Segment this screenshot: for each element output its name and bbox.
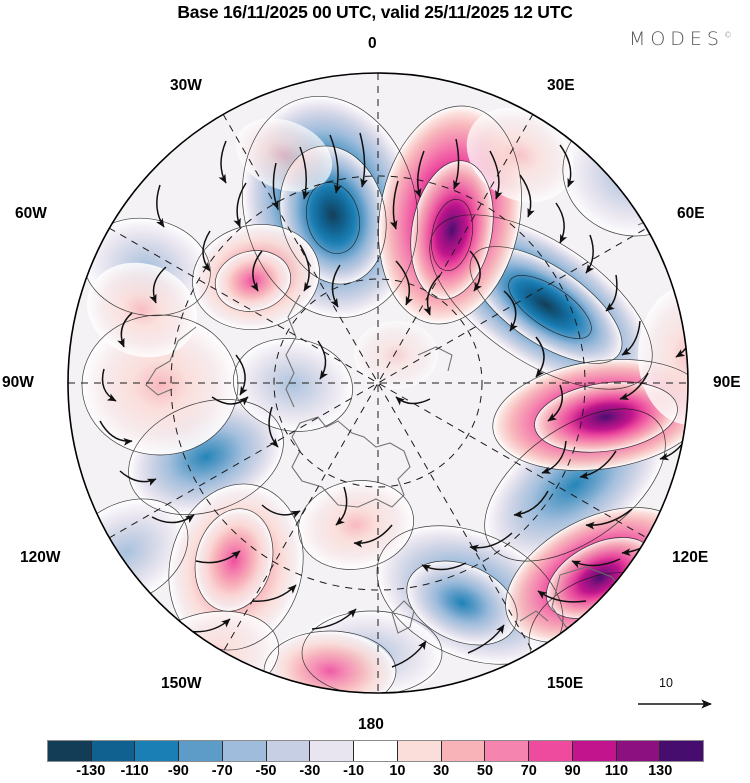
colorbar-cell-5 [266,741,311,761]
colorbar-cell-12 [572,741,617,761]
colorbar-tick-70: 70 [520,763,537,779]
colorbar-cell-14 [660,741,704,761]
lon-label-150w: 150W [161,675,202,692]
colorbar-cell-2 [135,741,180,761]
lon-label-180: 180 [358,716,384,733]
colorbar-cell-1 [91,741,136,761]
colorbar-cell-13 [616,741,661,761]
lon-label-30w: 30W [170,77,202,94]
colorbar-tick--50: -50 [255,763,277,779]
colorbar-cell-7 [354,741,398,761]
polar-map: 0 30E 60E 90E 120E 150E 180 150W 120W 90… [0,35,750,733]
graticule [68,73,688,693]
shaded-field [68,73,688,693]
colorbar-tick-130: 130 [648,763,673,779]
colorbar [47,740,704,762]
colorbar-tick-50: 50 [476,763,494,779]
colorbar-tick--110: -110 [120,763,149,779]
lon-label-30e: 30E [547,77,575,94]
wind-vectors [99,132,688,668]
colorbar-cell-9 [441,741,486,761]
colorbar-cell-11 [529,741,573,761]
lon-label-90e: 90E [713,374,741,391]
logo-text: MODES [628,28,724,50]
copyright-mark: © [724,30,732,40]
wind-reference-label: 10 [659,676,673,690]
colorbar-tick-110: 110 [604,763,629,779]
wind-reference-vector: 10 [633,676,738,718]
lon-label-90w: 90W [2,374,34,391]
page-title: Base 16/11/2025 00 UTC, valid 25/11/2025… [177,2,573,22]
lon-label-0: 0 [368,35,377,52]
colorbar-tick--70: -70 [211,763,233,779]
map-canvas [67,72,689,694]
globe-outline [67,72,689,694]
colorbar-tick--30: -30 [299,763,321,779]
colorbar-cell-10 [485,741,530,761]
colorbar-tick-30: 30 [433,763,450,779]
colorbar-cell-4 [222,741,267,761]
colorbar-tick--10: -10 [343,763,365,779]
colorbar-tick--90: -90 [167,763,189,779]
colorbar-tick-10: 10 [389,763,406,779]
lon-label-60e: 60E [677,205,705,222]
colorbar-tick--130: -130 [76,763,106,779]
lon-label-60w: 60W [15,205,47,222]
modes-logo: MODES© [629,28,732,50]
colorbar-cell-0 [48,741,92,761]
lon-label-150e: 150E [547,675,584,692]
colorbar-tick-90: 90 [564,763,581,779]
colorbar-cells [47,740,704,762]
lon-label-120e: 120E [672,549,709,566]
wind-reference-arrow [638,699,712,709]
colorbar-cell-3 [179,741,223,761]
lon-label-120w: 120W [20,549,61,566]
colorbar-cell-6 [310,741,355,761]
colorbar-cell-8 [397,741,442,761]
colorbar-tick-labels: -130 -110 -90 -70 -50 -30 -10 10 30 50 70 90 110 130 [0,763,750,783]
